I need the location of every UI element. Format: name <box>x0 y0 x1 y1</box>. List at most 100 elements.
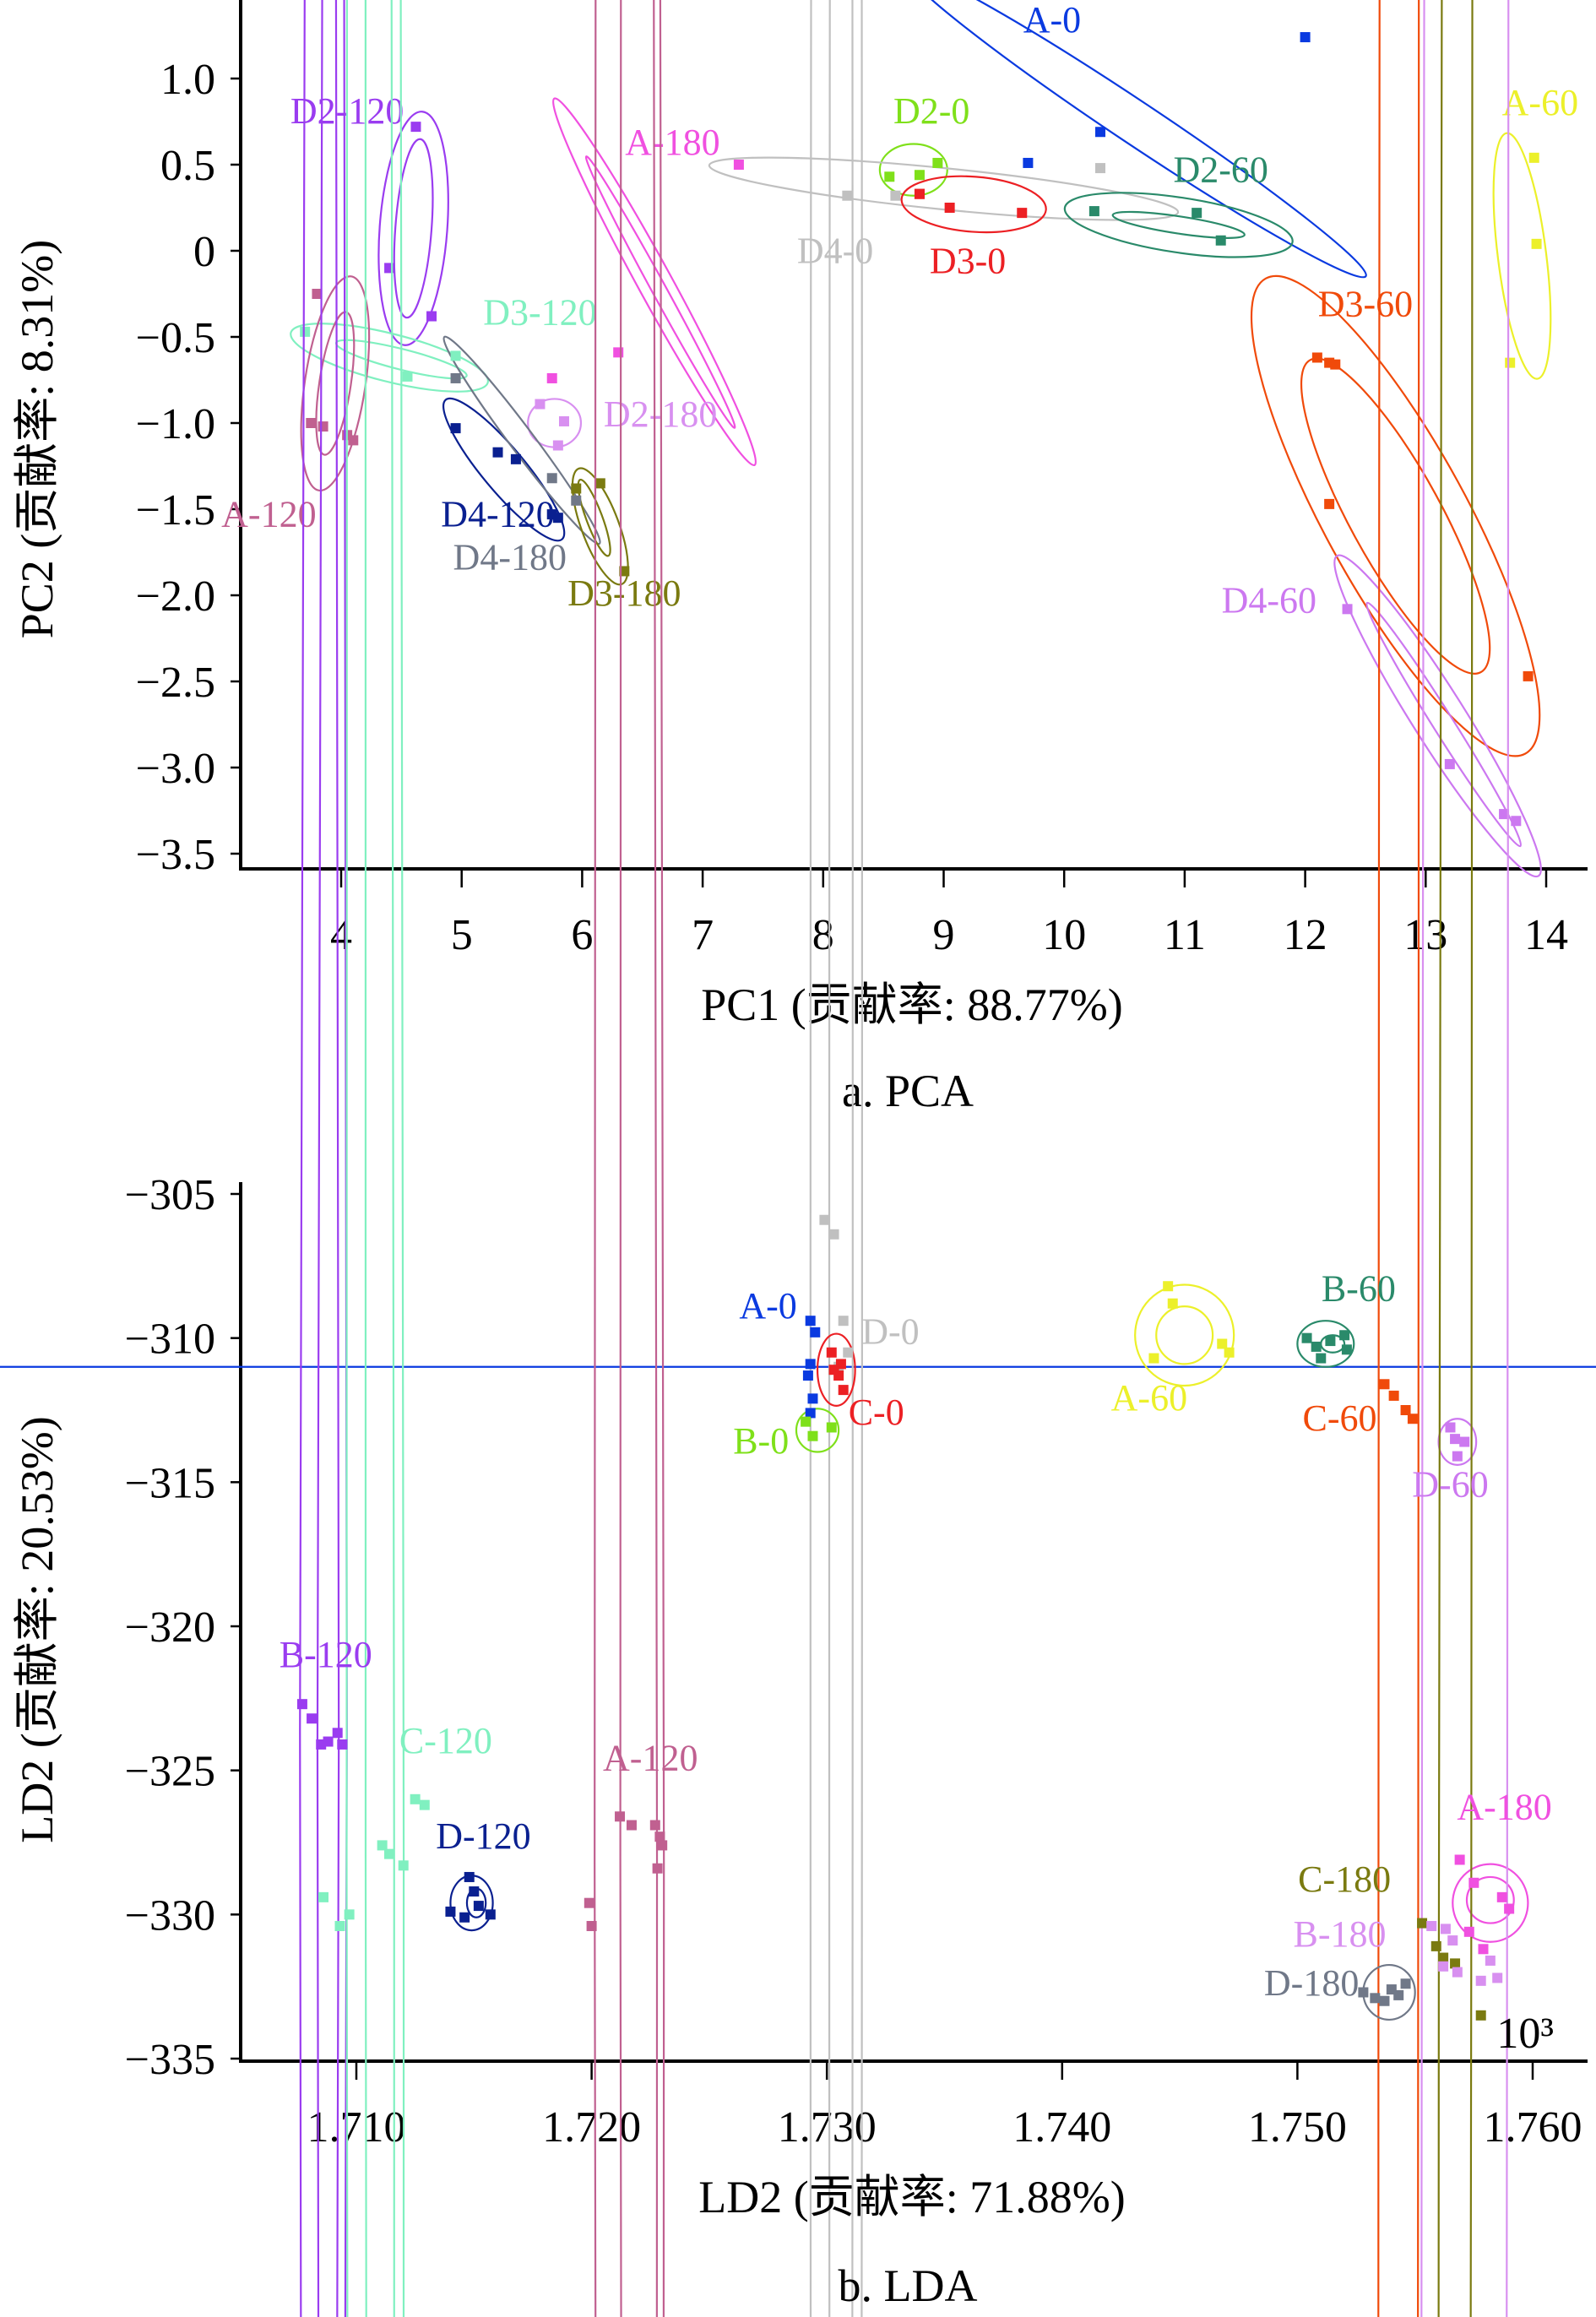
lda-point-c-120 <box>398 1860 409 1871</box>
lda-ellipse-b-180-outer <box>1419 0 1510 2317</box>
pca-y-axis-title: PC2 (贡献率: 8.31%) <box>12 240 62 639</box>
lda-point-b-180 <box>1447 1935 1458 1946</box>
lda-point-c-60 <box>1388 1390 1399 1401</box>
pca-label-d3-180: D3-180 <box>567 572 681 614</box>
lda-point-b-60 <box>1325 1336 1336 1347</box>
pca-ellipse-d3-180-inner <box>577 478 611 557</box>
pca-point-d2-0 <box>914 170 925 181</box>
lda-point-a-120 <box>654 1831 665 1842</box>
lda-point-d-120 <box>473 1901 484 1912</box>
pca-point-a-60 <box>1505 357 1516 368</box>
lda-point-b-180 <box>1485 1955 1496 1966</box>
lda-y-tick-label: −320 <box>125 1603 215 1652</box>
pca-point-d2-60 <box>1215 235 1226 246</box>
pca-point-d3-0 <box>1017 208 1028 219</box>
lda-label-a-120: A-120 <box>603 1738 698 1779</box>
pca-ellipse-d3-180-outer <box>571 467 629 586</box>
pca-x-tick-label: 6 <box>571 911 593 959</box>
pca-y-tick-label: −2.0 <box>136 572 215 621</box>
lda-point-c-180 <box>1475 2010 1486 2021</box>
lda-label-d-120: D-120 <box>436 1815 530 1857</box>
pca-ellipse-d2-60-inner <box>1111 210 1246 239</box>
lda-label-a-0: A-0 <box>739 1285 796 1327</box>
pca-point-d3-60 <box>1311 352 1322 363</box>
lda-y-tick-label: −330 <box>125 1891 215 1940</box>
lda-point-b-180 <box>1492 1972 1503 1983</box>
pca-label-d3-120: D3-120 <box>483 292 596 334</box>
lda-x-tick-label: 1.750 <box>1248 2103 1347 2152</box>
lda-point-a-60 <box>1148 1353 1159 1364</box>
lda-y-axis-title: LD2 (贡献率: 20.53%) <box>12 1416 62 1842</box>
pca-caption: a. PCA <box>842 1066 974 1116</box>
pca-point-d2-60 <box>1088 206 1099 217</box>
pca-point-d2-60 <box>1192 208 1202 219</box>
lda-point-a-0 <box>805 1316 816 1327</box>
pca-y-tick-label: 0 <box>193 228 215 276</box>
lda-point-d-60 <box>1450 1434 1461 1445</box>
lda-ellipse-c-60-outer <box>1377 0 1420 2317</box>
pca-y-tick-label: −3.5 <box>136 831 215 879</box>
lda-point-b-60 <box>1301 1332 1312 1343</box>
lda-point-a-0 <box>807 1393 818 1404</box>
lda-point-c-180 <box>1430 1940 1441 1951</box>
pca-point-d4-180 <box>546 473 557 484</box>
lda-label-b-120: B-120 <box>280 1634 372 1675</box>
pca-y-tick-label: 1.0 <box>160 56 215 104</box>
pca-y-tick-label: −1.5 <box>136 486 215 534</box>
lda-point-d-0 <box>819 1214 830 1225</box>
lda-point-c-0 <box>826 1347 837 1358</box>
lda-point-c-180 <box>1450 1958 1461 1969</box>
lda-point-c-120 <box>318 1891 328 1902</box>
lda-y-tick-label: −315 <box>125 1459 215 1507</box>
pca-ellipse-d2-120-inner <box>393 138 434 319</box>
lda-point-a-0 <box>802 1370 813 1381</box>
pca-label-a-0: A-0 <box>1023 0 1081 41</box>
pca-point-a-0 <box>1095 127 1106 138</box>
pca-point-d4-60 <box>1511 816 1522 827</box>
pca-point-d2-120 <box>410 122 421 133</box>
lda-y-tick-label: −335 <box>125 2036 215 2084</box>
pca-x-tick-label: 10 <box>1042 911 1086 959</box>
lda-x-multiplier: 10³ <box>1496 2010 1554 2058</box>
lda-point-d-180 <box>1379 1995 1390 2006</box>
lda-point-b-120 <box>296 1699 307 1710</box>
lda-points <box>296 1214 1515 2021</box>
pca-x-tick-label: 14 <box>1524 911 1568 959</box>
lda-y-tick-label: −310 <box>125 1316 215 1364</box>
lda-point-a-0 <box>805 1408 816 1419</box>
pca-point-a-0 <box>1300 32 1311 43</box>
pca-label-a-120: A-120 <box>221 493 316 534</box>
pca-point-d3-120 <box>402 371 413 382</box>
lda-point-d-0 <box>828 1229 839 1240</box>
pca-ellipse-a-120-inner <box>315 311 356 456</box>
lda-point-d-180 <box>1393 1989 1404 2000</box>
pca-point-d3-0 <box>944 203 955 213</box>
lda-ellipse-b-0-outer <box>795 1408 840 1453</box>
lda-point-b-120 <box>323 1736 334 1747</box>
pca-ellipse-a-60-outer <box>1492 132 1552 380</box>
pca-label-d4-120: D4-120 <box>441 493 554 534</box>
lda-point-c-120 <box>377 1840 388 1851</box>
lda-point-b-60 <box>1339 1330 1350 1341</box>
pca-x-tick-label: 11 <box>1164 911 1206 959</box>
pca-x-axis-title: PC1 (贡献率: 88.77%) <box>701 979 1123 1030</box>
pca-x-tick-label: 4 <box>330 911 352 959</box>
pca-x-tick-label: 5 <box>451 911 473 959</box>
pca-point-a-180 <box>733 160 744 170</box>
lda-label-a-180: A-180 <box>1457 1787 1551 1828</box>
lda-group-labels: A-0 D-0 C-0 B-0 A-60 B-60 C-60 D-60 B-120 C-120 D-… <box>280 1267 1552 2004</box>
lda-point-b-60 <box>1341 1344 1352 1355</box>
lda-point-a-60 <box>1217 1338 1228 1349</box>
lda-point-a-120 <box>652 1863 663 1874</box>
lda-point-a-180 <box>1496 1891 1507 1902</box>
pca-x-tick-label: 8 <box>812 911 834 959</box>
pca-y-tick-label: −2.5 <box>136 659 215 707</box>
pca-point-d4-120 <box>510 453 521 464</box>
lda-point-b-180 <box>1475 1975 1486 1986</box>
lda-point-a-120 <box>615 1811 626 1822</box>
lda-point-c-120 <box>410 1793 421 1804</box>
lda-point-c-60 <box>1400 1405 1411 1415</box>
pca-ellipse-d3-60-outer <box>1250 274 1541 757</box>
pca-point-a-120 <box>318 421 328 432</box>
lda-point-a-180 <box>1504 1903 1515 1914</box>
